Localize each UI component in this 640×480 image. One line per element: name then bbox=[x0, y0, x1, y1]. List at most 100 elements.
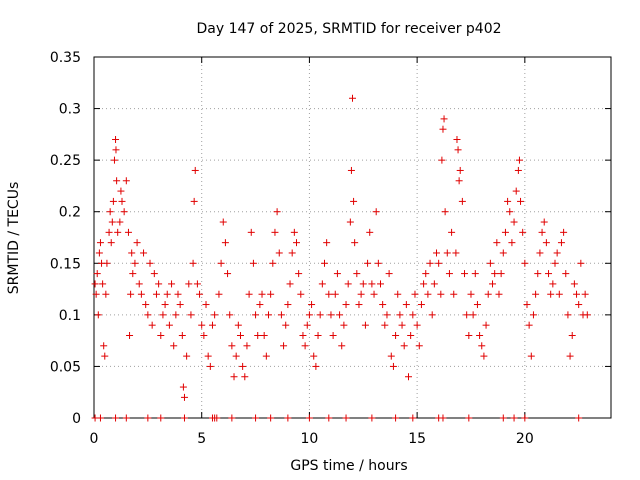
data-point bbox=[126, 331, 134, 339]
data-point bbox=[454, 146, 462, 154]
data-point bbox=[133, 239, 141, 247]
data-point bbox=[122, 177, 130, 185]
data-point bbox=[157, 414, 165, 422]
y-tick-label: 0.3 bbox=[59, 102, 81, 118]
data-point bbox=[515, 156, 523, 164]
data-point bbox=[178, 331, 186, 339]
data-point bbox=[241, 373, 249, 381]
data-point bbox=[150, 270, 158, 278]
data-point bbox=[453, 136, 461, 144]
data-point bbox=[349, 94, 356, 102]
data-point bbox=[519, 228, 527, 236]
data-point bbox=[368, 414, 376, 422]
data-point bbox=[346, 218, 354, 226]
data-point bbox=[420, 280, 428, 288]
data-point bbox=[512, 187, 520, 195]
data-point bbox=[155, 280, 163, 288]
data-point bbox=[128, 249, 136, 257]
data-point bbox=[433, 249, 441, 257]
data-point bbox=[517, 197, 525, 205]
data-point bbox=[99, 280, 107, 288]
data-point bbox=[471, 270, 479, 278]
data-point bbox=[577, 259, 585, 267]
data-point bbox=[413, 321, 421, 329]
data-point bbox=[440, 115, 448, 123]
data-point bbox=[398, 321, 406, 329]
data-point bbox=[333, 270, 341, 278]
y-tick-label: 0 bbox=[72, 411, 81, 427]
data-point bbox=[325, 414, 333, 422]
data-point bbox=[224, 270, 232, 278]
data-point bbox=[575, 301, 583, 309]
data-point bbox=[206, 362, 214, 370]
data-point bbox=[301, 342, 309, 350]
data-point bbox=[264, 311, 272, 319]
data-point bbox=[208, 321, 216, 329]
data-point bbox=[364, 259, 372, 267]
data-point bbox=[508, 239, 516, 247]
data-point bbox=[108, 218, 116, 226]
data-point bbox=[525, 321, 533, 329]
data-point bbox=[159, 311, 167, 319]
data-point bbox=[226, 311, 234, 319]
data-point bbox=[112, 136, 120, 144]
data-point bbox=[299, 331, 307, 339]
data-point bbox=[267, 414, 275, 422]
data-point bbox=[428, 311, 436, 319]
data-point bbox=[118, 197, 126, 205]
data-point bbox=[521, 414, 529, 422]
data-point bbox=[277, 311, 285, 319]
data-point bbox=[422, 270, 430, 278]
data-point bbox=[228, 342, 236, 350]
data-point bbox=[107, 239, 115, 247]
data-point bbox=[514, 166, 522, 174]
data-point bbox=[271, 228, 279, 236]
data-point bbox=[536, 249, 544, 257]
data-point bbox=[465, 414, 473, 422]
data-point bbox=[273, 208, 281, 216]
data-point bbox=[135, 280, 143, 288]
data-point bbox=[316, 311, 324, 319]
data-point bbox=[95, 249, 103, 257]
data-point bbox=[405, 373, 413, 381]
data-point bbox=[221, 239, 229, 247]
data-point bbox=[303, 321, 311, 329]
data-point bbox=[93, 270, 101, 278]
y-tick-label: 0.2 bbox=[59, 205, 81, 221]
data-point bbox=[581, 290, 589, 298]
data-point bbox=[112, 146, 120, 154]
data-point bbox=[441, 208, 449, 216]
data-point bbox=[387, 352, 395, 360]
plot-frame bbox=[93, 56, 612, 419]
data-point bbox=[122, 414, 130, 422]
data-point bbox=[501, 228, 509, 236]
data-point bbox=[325, 290, 333, 298]
data-point bbox=[426, 259, 434, 267]
data-point bbox=[170, 342, 178, 350]
data-point bbox=[482, 321, 490, 329]
data-point bbox=[469, 311, 477, 319]
data-point bbox=[560, 228, 568, 236]
data-point bbox=[327, 311, 335, 319]
data-point bbox=[545, 270, 553, 278]
data-point bbox=[318, 280, 326, 288]
data-point bbox=[102, 290, 110, 298]
data-point bbox=[340, 321, 348, 329]
y-tick-label: 0.05 bbox=[50, 359, 81, 375]
x-tick-label: 10 bbox=[301, 431, 319, 447]
data-point bbox=[258, 290, 266, 298]
data-point bbox=[555, 290, 563, 298]
data-point bbox=[103, 259, 111, 267]
data-point bbox=[243, 342, 251, 350]
data-point bbox=[284, 414, 292, 422]
data-point bbox=[190, 197, 198, 205]
data-point bbox=[92, 290, 100, 298]
data-point bbox=[350, 197, 358, 205]
data-point bbox=[161, 301, 169, 309]
data-point bbox=[297, 290, 305, 298]
data-point bbox=[562, 270, 570, 278]
data-point bbox=[409, 414, 417, 422]
data-point bbox=[331, 290, 339, 298]
data-point bbox=[245, 290, 253, 298]
data-point bbox=[564, 311, 572, 319]
